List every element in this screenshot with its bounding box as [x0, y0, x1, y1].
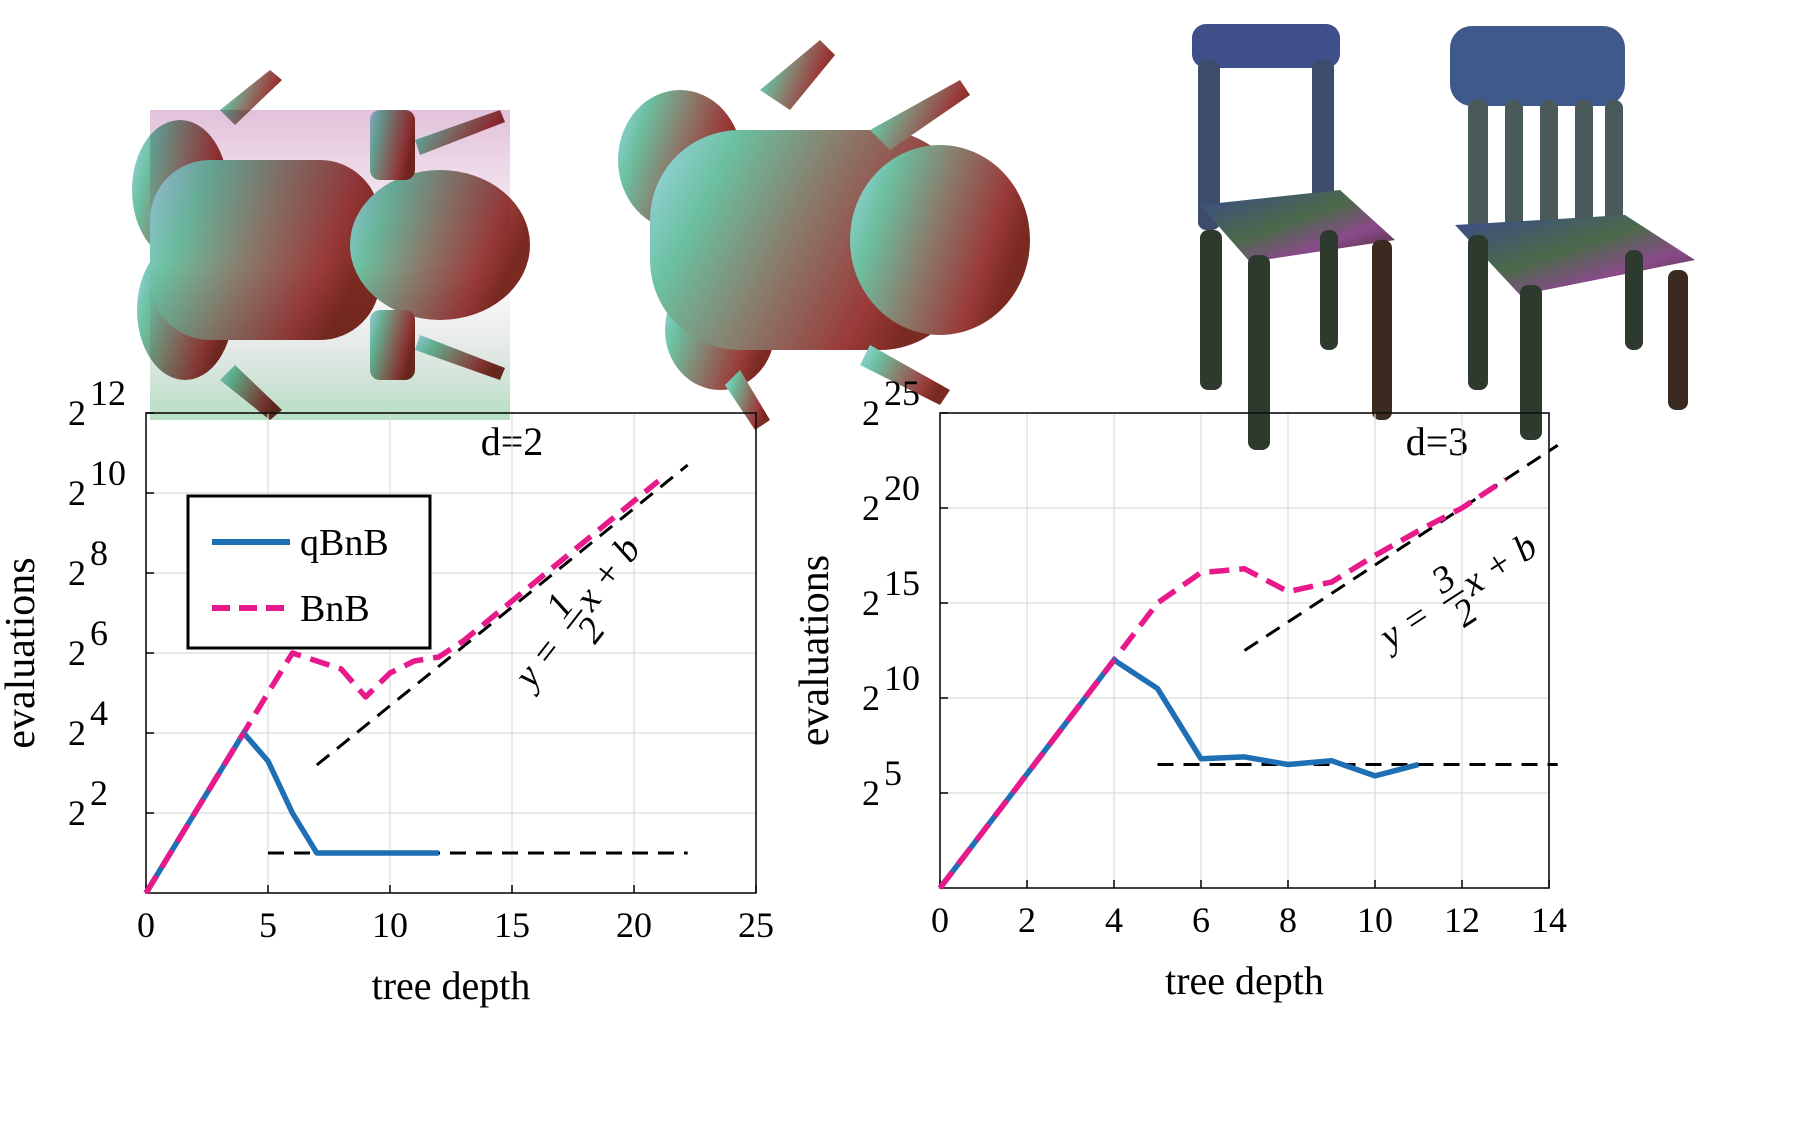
y-tick-exponent: 10	[90, 453, 126, 493]
y-tick-base: 2	[68, 393, 86, 433]
y-axis-label: evaluations	[792, 555, 838, 746]
legend-label-qbnb: qBnB	[300, 522, 389, 564]
x-tick-label: 8	[1279, 900, 1297, 940]
annotation-suffix: x + b	[566, 529, 649, 619]
y-tick-base: 2	[862, 773, 880, 813]
x-tick-label: 15	[494, 905, 530, 945]
y-tick-exponent: 2	[90, 773, 108, 813]
series	[937, 477, 1508, 890]
x-tick-labels: 0 5 10 15 20 25	[137, 885, 774, 945]
x-tick-label: 0	[137, 905, 155, 945]
x-tick-label: 0	[931, 900, 949, 940]
frog-right-illustration	[618, 40, 1030, 430]
x-axis-label: tree depth	[1165, 958, 1324, 1003]
y-tick-base: 2	[862, 678, 880, 718]
y-tick-base: 2	[68, 473, 86, 513]
y-tick-exponent: 12	[90, 373, 126, 413]
y-axis-label: evaluations	[0, 557, 44, 748]
x-tick-label: 5	[259, 905, 277, 945]
y-tick-exponent: 15	[884, 563, 920, 603]
frog-left-illustration	[132, 70, 530, 420]
series-overlap-bnb	[143, 731, 246, 895]
x-tick-labels: 0 2 4 6 8 10 12 14	[931, 880, 1567, 940]
y-tick-labels: 2 22 42 62 82 102 12	[68, 373, 154, 833]
fraction-bar	[1442, 589, 1464, 605]
x-tick-label: 4	[1105, 900, 1123, 940]
y-tick-exponent: 5	[884, 753, 902, 793]
reference-lines	[268, 463, 689, 855]
y-tick-base: 2	[68, 713, 86, 753]
series-overlap-bnb	[937, 658, 1117, 890]
x-tick-label: 25	[738, 905, 774, 945]
chart-d3: d=3 0 2 4 6 8 10 12 14 2 52 102 152 202 25 tree dept…	[792, 373, 1567, 1003]
y-tick-base: 2	[862, 583, 880, 623]
series-line-bnb	[937, 477, 1508, 890]
x-tick-label: 10	[1357, 900, 1393, 940]
slope-annotation: y = 3 2 x + b	[1369, 525, 1545, 660]
plot-frame	[939, 412, 1550, 889]
y-tick-base: 2	[68, 793, 86, 833]
y-tick-exponent: 10	[884, 658, 920, 698]
y-tick-exponent: 4	[90, 693, 108, 733]
y-tick-exponent: 8	[90, 533, 108, 573]
reference-lines	[1157, 444, 1559, 766]
series	[143, 478, 661, 895]
x-tick-label: 12	[1444, 900, 1480, 940]
reference-line	[315, 463, 689, 767]
chair-left-illustration	[1192, 24, 1395, 450]
chair-right-illustration	[1450, 26, 1695, 440]
x-tick-label: 2	[1018, 900, 1036, 940]
y-tick-exponent: 6	[90, 613, 108, 653]
series-line-qbnb	[937, 657, 1420, 890]
annotation-suffix: x + b	[1453, 525, 1544, 605]
y-tick-base: 2	[862, 393, 880, 433]
y-tick-labels: 2 52 102 152 202 25	[862, 373, 948, 813]
y-tick-base: 2	[68, 553, 86, 593]
legend-box	[186, 494, 432, 650]
chart-d2: d=2 0 5 10 15 20 25 2 22 42 62 82 102 12 tree depth…	[0, 373, 774, 1008]
y-tick-exponent: 20	[884, 468, 920, 508]
panel-label: d=3	[1406, 419, 1469, 464]
y-tick-exponent: 25	[884, 373, 920, 413]
annotation-denominator: 2	[569, 610, 614, 651]
x-tick-label: 20	[616, 905, 652, 945]
annotation-prefix: y =	[504, 629, 572, 699]
legend: qBnB BnB	[186, 494, 432, 650]
x-axis-label: tree depth	[372, 963, 531, 1008]
legend-label-bnb: BnB	[300, 588, 370, 630]
y-tick-base: 2	[68, 633, 86, 673]
fraction-bar	[566, 609, 583, 630]
y-tick-base: 2	[862, 488, 880, 528]
x-tick-label: 6	[1192, 900, 1210, 940]
x-tick-label: 14	[1531, 900, 1567, 940]
annotation-prefix: y =	[1369, 594, 1439, 660]
x-tick-label: 10	[372, 905, 408, 945]
